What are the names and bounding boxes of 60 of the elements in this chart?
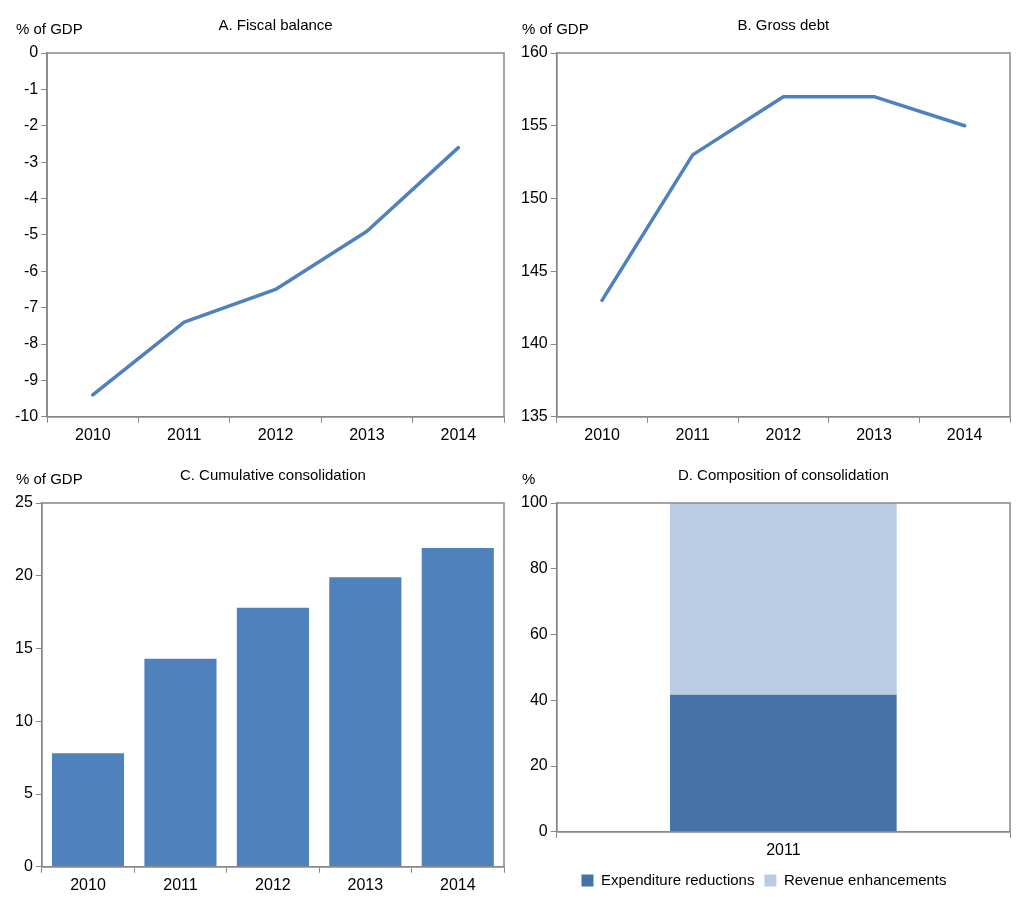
x-tick-label: 2013 bbox=[347, 875, 384, 893]
y-tick-label: -5 bbox=[23, 225, 39, 243]
x-tick-label: 2011 bbox=[163, 875, 198, 893]
y-tick-label: 150 bbox=[520, 188, 548, 206]
x-tick-label: 2014 bbox=[439, 875, 476, 893]
y-axis-title: % of GDP bbox=[16, 20, 83, 38]
y-tick-label: -7 bbox=[23, 298, 39, 316]
y-tick-label: 0 bbox=[29, 43, 39, 61]
y-tick-label: -10 bbox=[15, 407, 39, 425]
y-tick-label: 100 bbox=[520, 493, 548, 511]
y-axis-title: % of GDP bbox=[16, 470, 83, 488]
y-tick-label: 0 bbox=[538, 822, 548, 840]
chart-title: B. Gross debt bbox=[737, 16, 831, 34]
x-tick-label: 2010 bbox=[70, 875, 106, 893]
y-tick-label: 160 bbox=[520, 43, 548, 61]
y-axis-title: % of GDP bbox=[522, 20, 589, 38]
bar bbox=[421, 548, 494, 867]
y-tick-label: 0 bbox=[23, 857, 33, 875]
y-tick-label: 145 bbox=[520, 261, 548, 279]
y-tick-label: -1 bbox=[23, 79, 39, 97]
x-tick-label: 2012 bbox=[765, 425, 802, 443]
y-tick-label: 25 bbox=[15, 493, 33, 511]
y-tick-label: 140 bbox=[520, 334, 548, 352]
y-tick-label: -4 bbox=[23, 188, 39, 206]
y-tick-label: 10 bbox=[15, 711, 33, 729]
chart-title: C. Cumulative consolidation bbox=[179, 466, 366, 484]
x-tick-label: 2014 bbox=[946, 425, 983, 443]
x-tick-label: 2012 bbox=[255, 875, 291, 893]
y-tick-label: 20 bbox=[15, 566, 33, 584]
y-tick-label: 20 bbox=[529, 756, 548, 774]
y-axis-title: % bbox=[522, 470, 536, 488]
y-tick-label: 15 bbox=[15, 638, 33, 656]
y-tick-label: 60 bbox=[529, 624, 548, 642]
y-tick-label: -8 bbox=[23, 334, 39, 352]
y-tick-label: 40 bbox=[529, 690, 548, 708]
x-tick-label: 2012 bbox=[257, 425, 294, 443]
y-tick-label: 80 bbox=[529, 559, 548, 577]
x-tick-label: 2011 bbox=[675, 425, 710, 443]
y-tick-label: 135 bbox=[520, 407, 548, 425]
x-tick-label: 2011 bbox=[766, 840, 801, 858]
y-tick-label: -2 bbox=[23, 116, 39, 134]
x-tick-label: 2013 bbox=[856, 425, 892, 443]
y-tick-label: 5 bbox=[23, 784, 33, 802]
x-tick-label: 2010 bbox=[75, 425, 111, 443]
chart-title: A. Fiscal balance bbox=[218, 16, 333, 34]
y-tick-label: -6 bbox=[23, 261, 39, 279]
bar bbox=[144, 658, 217, 867]
y-tick-label: 155 bbox=[520, 116, 548, 134]
legend-label: Revenue enhancements bbox=[783, 870, 947, 888]
bar bbox=[236, 607, 309, 867]
y-tick-label: -9 bbox=[23, 370, 39, 388]
bar bbox=[329, 577, 402, 867]
y-tick-label: -3 bbox=[23, 152, 39, 170]
legend-label: Expenditure reductions bbox=[600, 870, 755, 888]
x-tick-label: 2013 bbox=[349, 425, 385, 443]
x-tick-label: 2011 bbox=[166, 425, 202, 443]
chart-title: D. Composition of consolidation bbox=[677, 466, 889, 484]
x-tick-label: 2014 bbox=[440, 425, 477, 443]
x-tick-label: 2010 bbox=[584, 425, 620, 443]
bar bbox=[51, 753, 125, 867]
